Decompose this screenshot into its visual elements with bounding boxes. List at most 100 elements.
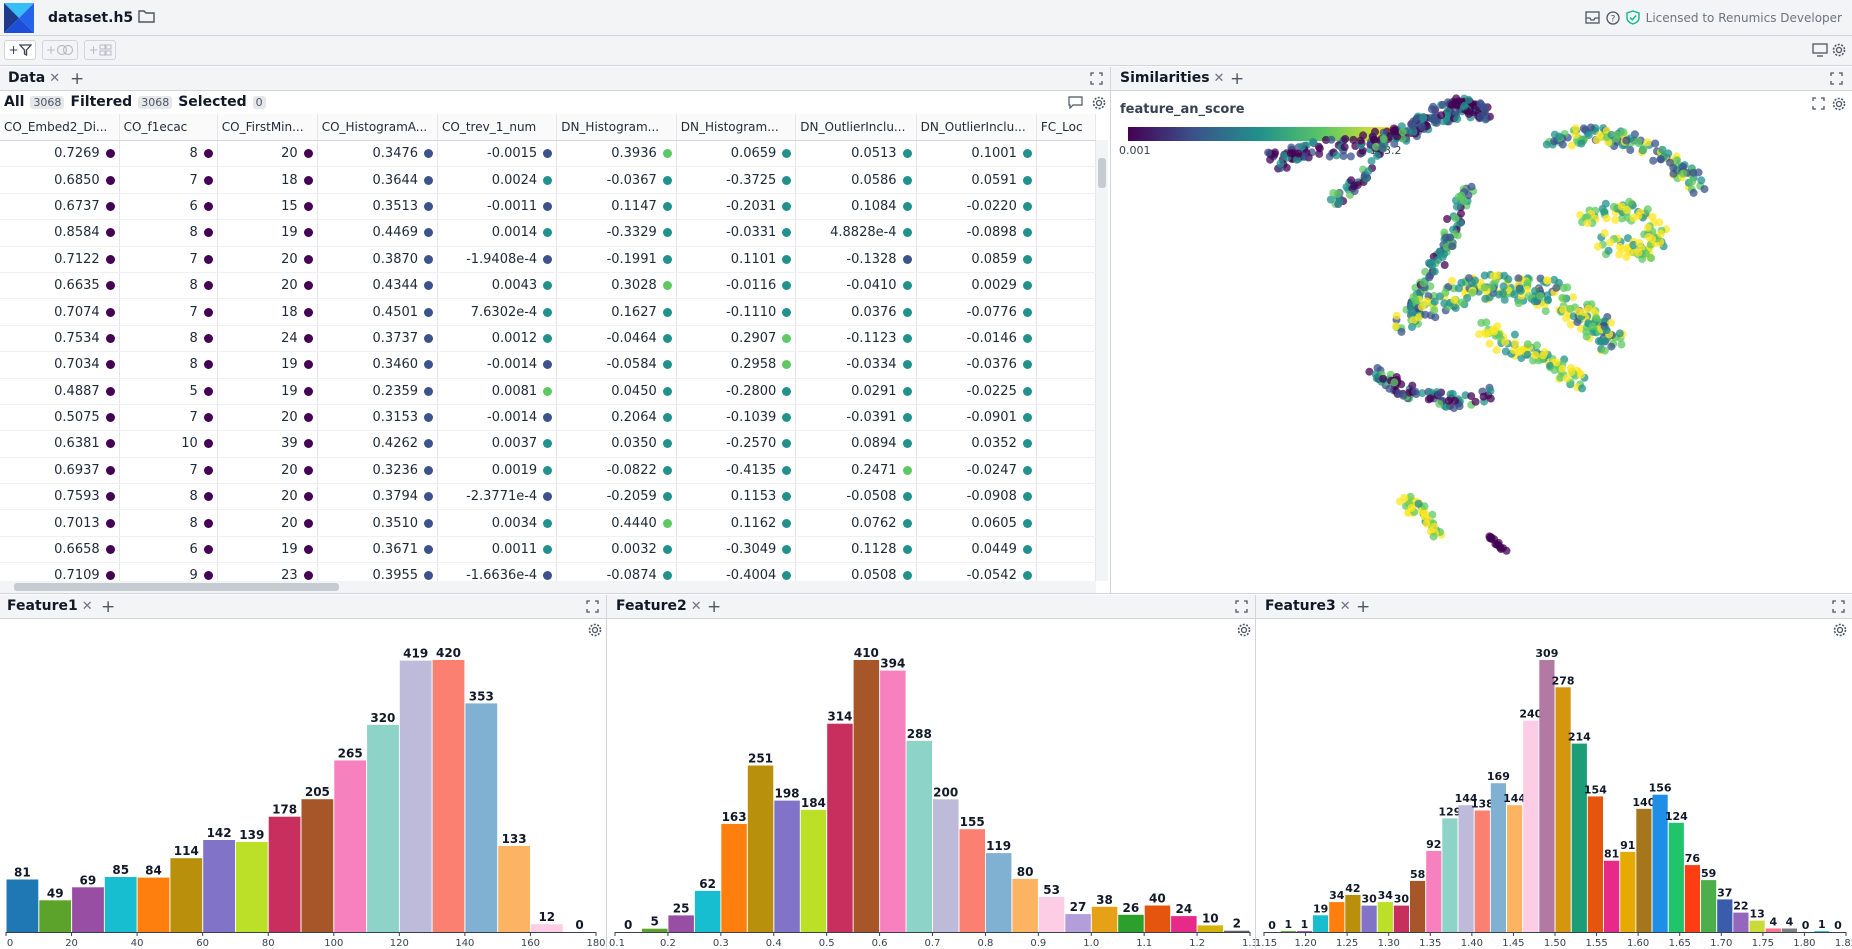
column-header[interactable]: DN_OutlierInclu... [916, 114, 1037, 141]
scatter-point[interactable] [1407, 504, 1416, 513]
scatter-point[interactable] [1489, 325, 1498, 334]
vertical-scrollbar[interactable] [1096, 140, 1108, 581]
scatter-point[interactable] [1689, 168, 1698, 177]
scatter-point[interactable] [1502, 546, 1511, 555]
scatter-point[interactable] [1584, 304, 1593, 313]
scatter-point[interactable] [1426, 394, 1435, 403]
scatter-point[interactable] [1486, 386, 1495, 395]
add-tab-icon[interactable]: + [101, 597, 116, 617]
folder-open-icon[interactable] [138, 9, 156, 24]
scatter-point[interactable] [1451, 214, 1460, 223]
histogram-bar[interactable] [530, 924, 563, 932]
scatter-point[interactable] [1623, 206, 1631, 214]
scatter-point[interactable] [1414, 499, 1423, 508]
scatter-point[interactable] [1688, 177, 1697, 186]
scatter-point[interactable] [1435, 399, 1444, 408]
scatter-point[interactable] [1583, 219, 1592, 228]
vertical-scrollbar-thumb[interactable] [1098, 158, 1106, 188]
help-icon[interactable]: ? [1606, 10, 1620, 25]
scatter-point[interactable] [1613, 130, 1622, 139]
histogram-bar[interactable] [1636, 808, 1652, 932]
scatter-point[interactable] [1510, 290, 1519, 299]
scatter-point[interactable] [1391, 322, 1400, 331]
column-header[interactable]: FC_Loc [1036, 114, 1096, 141]
table-row[interactable]: 0.6635 8 20 0.4344 0.0043 0.3028 -0.0116 -0.041… [0, 272, 1096, 300]
histogram-bar[interactable] [1733, 912, 1749, 932]
scatter-point[interactable] [1573, 318, 1582, 327]
maximize-icon[interactable] [1830, 72, 1843, 85]
scatter-point[interactable] [1426, 388, 1435, 397]
scatter-point[interactable] [1292, 155, 1301, 164]
scatter-point[interactable] [1446, 390, 1455, 399]
scatter-point[interactable] [1385, 384, 1394, 393]
scatter-point[interactable] [1625, 197, 1634, 206]
scatter-point[interactable] [1394, 389, 1403, 398]
scatter-point[interactable] [1586, 123, 1595, 132]
scatter-point[interactable] [1481, 328, 1490, 337]
column-header[interactable]: DN_OutlierInclu... [795, 114, 917, 141]
maximize-icon[interactable] [1832, 600, 1845, 613]
scatter-point[interactable] [1430, 522, 1439, 531]
scatter-point[interactable] [1592, 314, 1601, 322]
scatter-point[interactable] [1373, 151, 1382, 160]
histogram-bar[interactable] [1701, 880, 1717, 932]
scatter-point[interactable] [1458, 298, 1466, 307]
table-settings-gear-icon[interactable] [1092, 96, 1106, 110]
scatter-point[interactable] [1294, 149, 1303, 158]
scatter-point[interactable] [1556, 373, 1565, 382]
scatter-point[interactable] [1523, 340, 1532, 349]
scatter-point[interactable] [1408, 323, 1416, 331]
scatter-point[interactable] [1567, 141, 1576, 150]
scatter-point[interactable] [1364, 167, 1373, 176]
scatter-point[interactable] [1555, 132, 1563, 141]
scatter-point[interactable] [1451, 108, 1460, 117]
histogram-bar[interactable] [694, 890, 721, 932]
histogram-bar[interactable] [301, 799, 334, 932]
histogram-bar[interactable] [1426, 851, 1442, 932]
scatter-point[interactable] [1501, 338, 1510, 347]
scatter-point[interactable] [1476, 99, 1485, 108]
scatter-point[interactable] [1429, 532, 1438, 541]
scatter-point[interactable] [1422, 519, 1431, 528]
scatter-point[interactable] [1643, 205, 1652, 214]
scatter-point[interactable] [1492, 346, 1501, 355]
scatter-point[interactable] [1430, 267, 1439, 276]
scatter-point[interactable] [1485, 339, 1494, 348]
scatter-point[interactable] [1523, 285, 1531, 294]
scatter-point[interactable] [1397, 327, 1406, 336]
scatter-point[interactable] [1607, 130, 1616, 139]
histogram-bar[interactable] [1329, 902, 1345, 932]
histogram-bar[interactable] [137, 877, 170, 932]
scatter-point[interactable] [1639, 146, 1648, 155]
histogram-bar[interactable] [1652, 794, 1668, 932]
scatter-point[interactable] [1634, 248, 1643, 257]
add-tab-icon[interactable]: + [1230, 69, 1245, 89]
scatter-point[interactable] [1523, 350, 1532, 359]
histogram-bar[interactable] [959, 829, 986, 932]
histogram-bar[interactable] [1345, 895, 1361, 932]
histogram-bar[interactable] [1781, 928, 1797, 933]
scatter-point[interactable] [1476, 112, 1485, 121]
scatter-point[interactable] [1475, 330, 1484, 339]
column-header[interactable]: DN_Histogram... [676, 114, 797, 141]
histogram-bar[interactable] [1539, 660, 1555, 932]
scatter-point[interactable] [1420, 512, 1429, 521]
histogram-bar[interactable] [1684, 865, 1700, 932]
scatter-point[interactable] [1510, 346, 1519, 355]
scatter-point[interactable] [1370, 135, 1378, 144]
feature1-settings-gear-icon[interactable] [588, 623, 602, 637]
scatter-point[interactable] [1446, 233, 1454, 242]
histogram-bar[interactable] [170, 858, 203, 932]
table-row[interactable]: 0.6658 6 19 0.3671 0.0011 0.0032 -0.3049 0.1128… [0, 536, 1096, 564]
scatter-point[interactable] [1346, 152, 1355, 161]
scatter-point[interactable] [1617, 340, 1626, 349]
scatter-point[interactable] [1389, 124, 1398, 133]
scatter-point[interactable] [1552, 358, 1561, 367]
table-row[interactable]: 0.4887 5 19 0.2359 0.0081 0.0450 -0.2800 0.0291… [0, 378, 1096, 405]
table-row[interactable]: 0.7534 8 24 0.3737 0.0012 -0.0464 0.2907 -0.112… [0, 325, 1096, 353]
table-row[interactable]: 0.7013 8 20 0.3510 0.0034 0.4440 0.1162 0.0762 0… [0, 509, 1096, 537]
add-filter-button[interactable]: + [4, 40, 36, 60]
scatter-point[interactable] [1441, 288, 1450, 297]
column-header[interactable]: CO_HistogramA... [317, 114, 439, 141]
similarities-settings-gear-icon[interactable] [1832, 97, 1846, 111]
